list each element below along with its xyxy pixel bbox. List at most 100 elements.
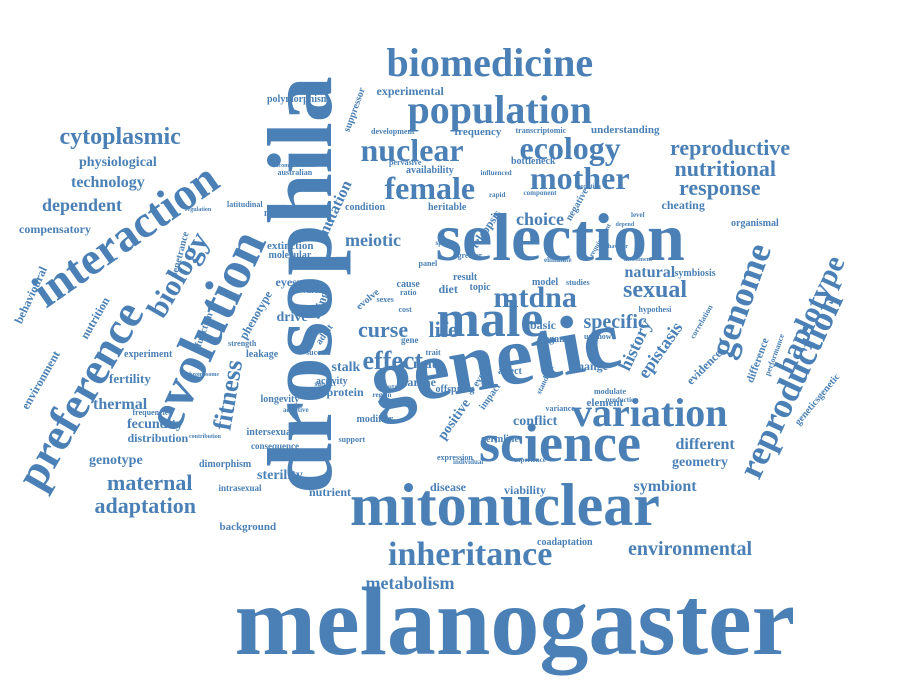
word-australian: australian <box>277 168 313 177</box>
word-diet: diet <box>438 282 458 296</box>
word-molecular: molecular <box>268 250 312 261</box>
word-experiment: experiment <box>124 349 173 360</box>
word-female: female <box>384 170 476 206</box>
word-intrasexual: intrasexual <box>218 482 262 493</box>
word-distribution: distribution <box>127 431 189 445</box>
word-specific: specific <box>583 311 647 333</box>
word-variation: variation <box>572 390 728 435</box>
word-mitonuclear: mitonuclear <box>350 472 660 538</box>
word-fecundity: fecundity <box>127 417 183 432</box>
word-longevity: longevity <box>260 394 300 405</box>
word-polymorphism: polymorphism <box>267 94 330 105</box>
word-choice: choice <box>516 209 564 229</box>
word-chromosome: chromosome <box>186 372 220 378</box>
word-subject: subject <box>314 379 336 388</box>
word-viability: viability <box>504 483 547 497</box>
word-support: support <box>338 435 366 444</box>
word-fertility: fertility <box>109 370 151 386</box>
word-latitudinal: latitudinal <box>227 200 263 209</box>
word-curse: curse <box>358 317 409 342</box>
word-sperm: sperm <box>435 238 455 247</box>
word-result: result <box>453 272 478 283</box>
word-hypothesi: hypothesi <box>638 305 672 314</box>
word-disease: disease <box>430 480 466 494</box>
word-background: background <box>219 520 277 533</box>
word-cytoplasmic: cytoplasmic <box>59 124 181 150</box>
word-adaptive: adaptive <box>283 405 309 414</box>
word-intersexual: intersexual <box>246 427 294 438</box>
word-expression: expression <box>437 453 473 462</box>
word-ratio: ratio <box>400 288 417 297</box>
word-heritable: heritable <box>428 202 467 213</box>
word-level: level <box>631 210 645 219</box>
word-genotype: genotype <box>89 453 143 468</box>
word-symbiosis: symbiosis <box>674 268 716 279</box>
word-male: male <box>436 291 544 348</box>
word-basic: basic <box>530 318 557 332</box>
word-biomedicine: biomedicine <box>386 40 594 85</box>
word-consequence: consequence <box>251 440 299 451</box>
word-region: region <box>372 390 392 399</box>
word-mother: mother <box>530 160 630 196</box>
word-cause: cause <box>396 279 420 290</box>
word-stalk: stalk <box>331 360 361 375</box>
word-maternal: maternal <box>107 470 193 495</box>
word-influenced: influenced <box>480 168 512 177</box>
word-leakage: leakage <box>246 349 279 360</box>
word-element: element <box>586 396 624 409</box>
word-availability: availability <box>406 165 454 176</box>
word-sexes: sexes <box>376 295 394 304</box>
word-selection: selection <box>435 199 685 275</box>
word-depend: depend <box>615 222 635 228</box>
word-multilevel: multilevel <box>264 208 307 219</box>
word-dimorphism: dimorphism <box>199 459 252 470</box>
word-adaptation: adaptation <box>94 493 196 518</box>
word-effect: effect <box>362 346 424 375</box>
word-studies: studies <box>566 278 590 287</box>
word-frequency: frequency <box>454 125 502 138</box>
word-organismal: organismal <box>731 218 779 229</box>
word-condition: condition <box>345 202 386 213</box>
word-symbiont: symbiont <box>633 478 697 495</box>
word-investment: investment <box>624 257 652 263</box>
word-extinction: extinction <box>267 239 314 252</box>
word-pervasive: pervasive <box>389 158 422 167</box>
word-natural: natural <box>624 264 676 281</box>
word-behaviour: behaviour <box>602 244 629 250</box>
word-conflict: conflict <box>513 414 558 429</box>
word-protein: protein <box>326 385 364 399</box>
word-meiotic: meiotic <box>345 230 401 250</box>
word-coadaptation: coadaptation <box>537 537 593 548</box>
word-eliminate: eliminate <box>544 255 572 264</box>
word-understanding: understanding <box>591 123 660 136</box>
word-technology: technology <box>71 174 145 191</box>
word-success: success <box>306 348 331 357</box>
word-topic: topic <box>469 282 491 293</box>
word-variant: variant <box>302 284 330 295</box>
word-elegans: elegans <box>537 334 569 345</box>
word-antagonism: antagonism <box>272 129 322 140</box>
word-panel: panel <box>418 259 438 268</box>
word-experimental: experimental <box>376 84 444 98</box>
word-incompatibilities: incompatibilities <box>273 163 317 169</box>
word-speciation: speciation <box>575 184 601 190</box>
word-bottleneck: bottleneck <box>511 156 556 167</box>
word-component: component <box>523 188 557 197</box>
word-gene: gene <box>401 334 419 345</box>
word-unknown: unknown <box>584 332 617 341</box>
word-sterility: sterility <box>257 468 303 483</box>
word-trait: trait <box>425 348 441 357</box>
word-experience: experience <box>514 455 546 464</box>
word-thermal: thermal <box>93 396 148 413</box>
word-frequencies: frequencies <box>132 408 172 417</box>
word-activity: activity <box>316 376 348 387</box>
word-physiological: physiological <box>79 155 157 170</box>
word-larvae: larvae <box>404 375 436 389</box>
word-greater: greater <box>457 251 483 260</box>
word-development: development <box>371 127 415 136</box>
word-rapid: rapid <box>489 190 506 199</box>
word-metabolism: metabolism <box>365 573 455 593</box>
word-compensatory: compensatory <box>19 222 91 236</box>
word-cheating: cheating <box>661 198 705 212</box>
